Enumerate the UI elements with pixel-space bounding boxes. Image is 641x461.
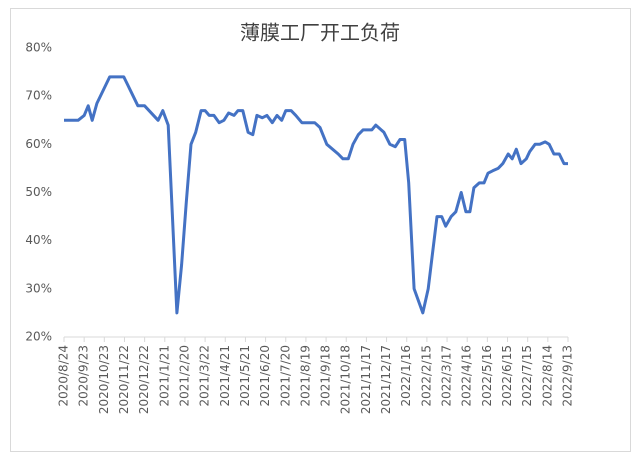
x-tick-label: 2020/12/22: [137, 345, 151, 414]
x-tick-label: 2022/7/15: [520, 345, 534, 407]
x-tick-label: 2021/9/18: [319, 345, 333, 407]
data-line: [64, 75, 568, 315]
x-tick-label: 2022/8/14: [540, 345, 554, 407]
chart-frame: [10, 8, 631, 452]
x-tick-label: 2021/2/20: [177, 345, 191, 407]
x-tick-label: 2021/8/19: [298, 345, 312, 407]
x-tick-label: 2021/3/22: [198, 345, 212, 407]
x-tick-label: 2022/2/15: [419, 345, 433, 407]
x-tick-label: 2022/4/16: [460, 345, 474, 407]
x-tick-label: 2021/10/18: [339, 345, 353, 414]
y-tick-label: 70%: [25, 89, 52, 103]
x-tick-label: 2022/1/16: [399, 345, 413, 407]
x-tick-label: 2021/4/21: [218, 345, 232, 407]
y-tick-label: 30%: [25, 281, 52, 295]
x-tick-label: 2020/8/24: [57, 345, 71, 407]
x-tick-label: 2021/12/17: [379, 345, 393, 414]
x-tick-label: 2022/6/15: [500, 345, 514, 407]
y-tick-label: 50%: [25, 185, 52, 199]
x-tick-label: 2021/5/21: [238, 345, 252, 407]
y-tick-label: 20%: [25, 330, 52, 344]
x-tick-label: 2021/7/20: [278, 345, 292, 407]
x-tick-label: 2021/1/21: [157, 345, 171, 407]
x-tick-label: 2020/11/22: [117, 345, 131, 414]
x-tick-label: 2020/9/23: [77, 345, 91, 407]
x-tick-label: 2021/6/20: [258, 345, 272, 407]
y-tick-label: 60%: [25, 137, 52, 151]
chart-title: 薄膜工厂开工负荷: [240, 21, 400, 45]
y-tick-label: 40%: [25, 233, 52, 247]
x-tick-label: 2022/9/13: [561, 345, 575, 407]
x-tick-label: 2022/3/17: [440, 345, 454, 407]
x-tick-label: 2021/11/17: [359, 345, 373, 414]
y-tick-label: 80%: [25, 41, 52, 55]
x-tick-label: 2022/5/16: [480, 345, 494, 407]
x-tick-label: 2020/10/23: [97, 345, 111, 414]
